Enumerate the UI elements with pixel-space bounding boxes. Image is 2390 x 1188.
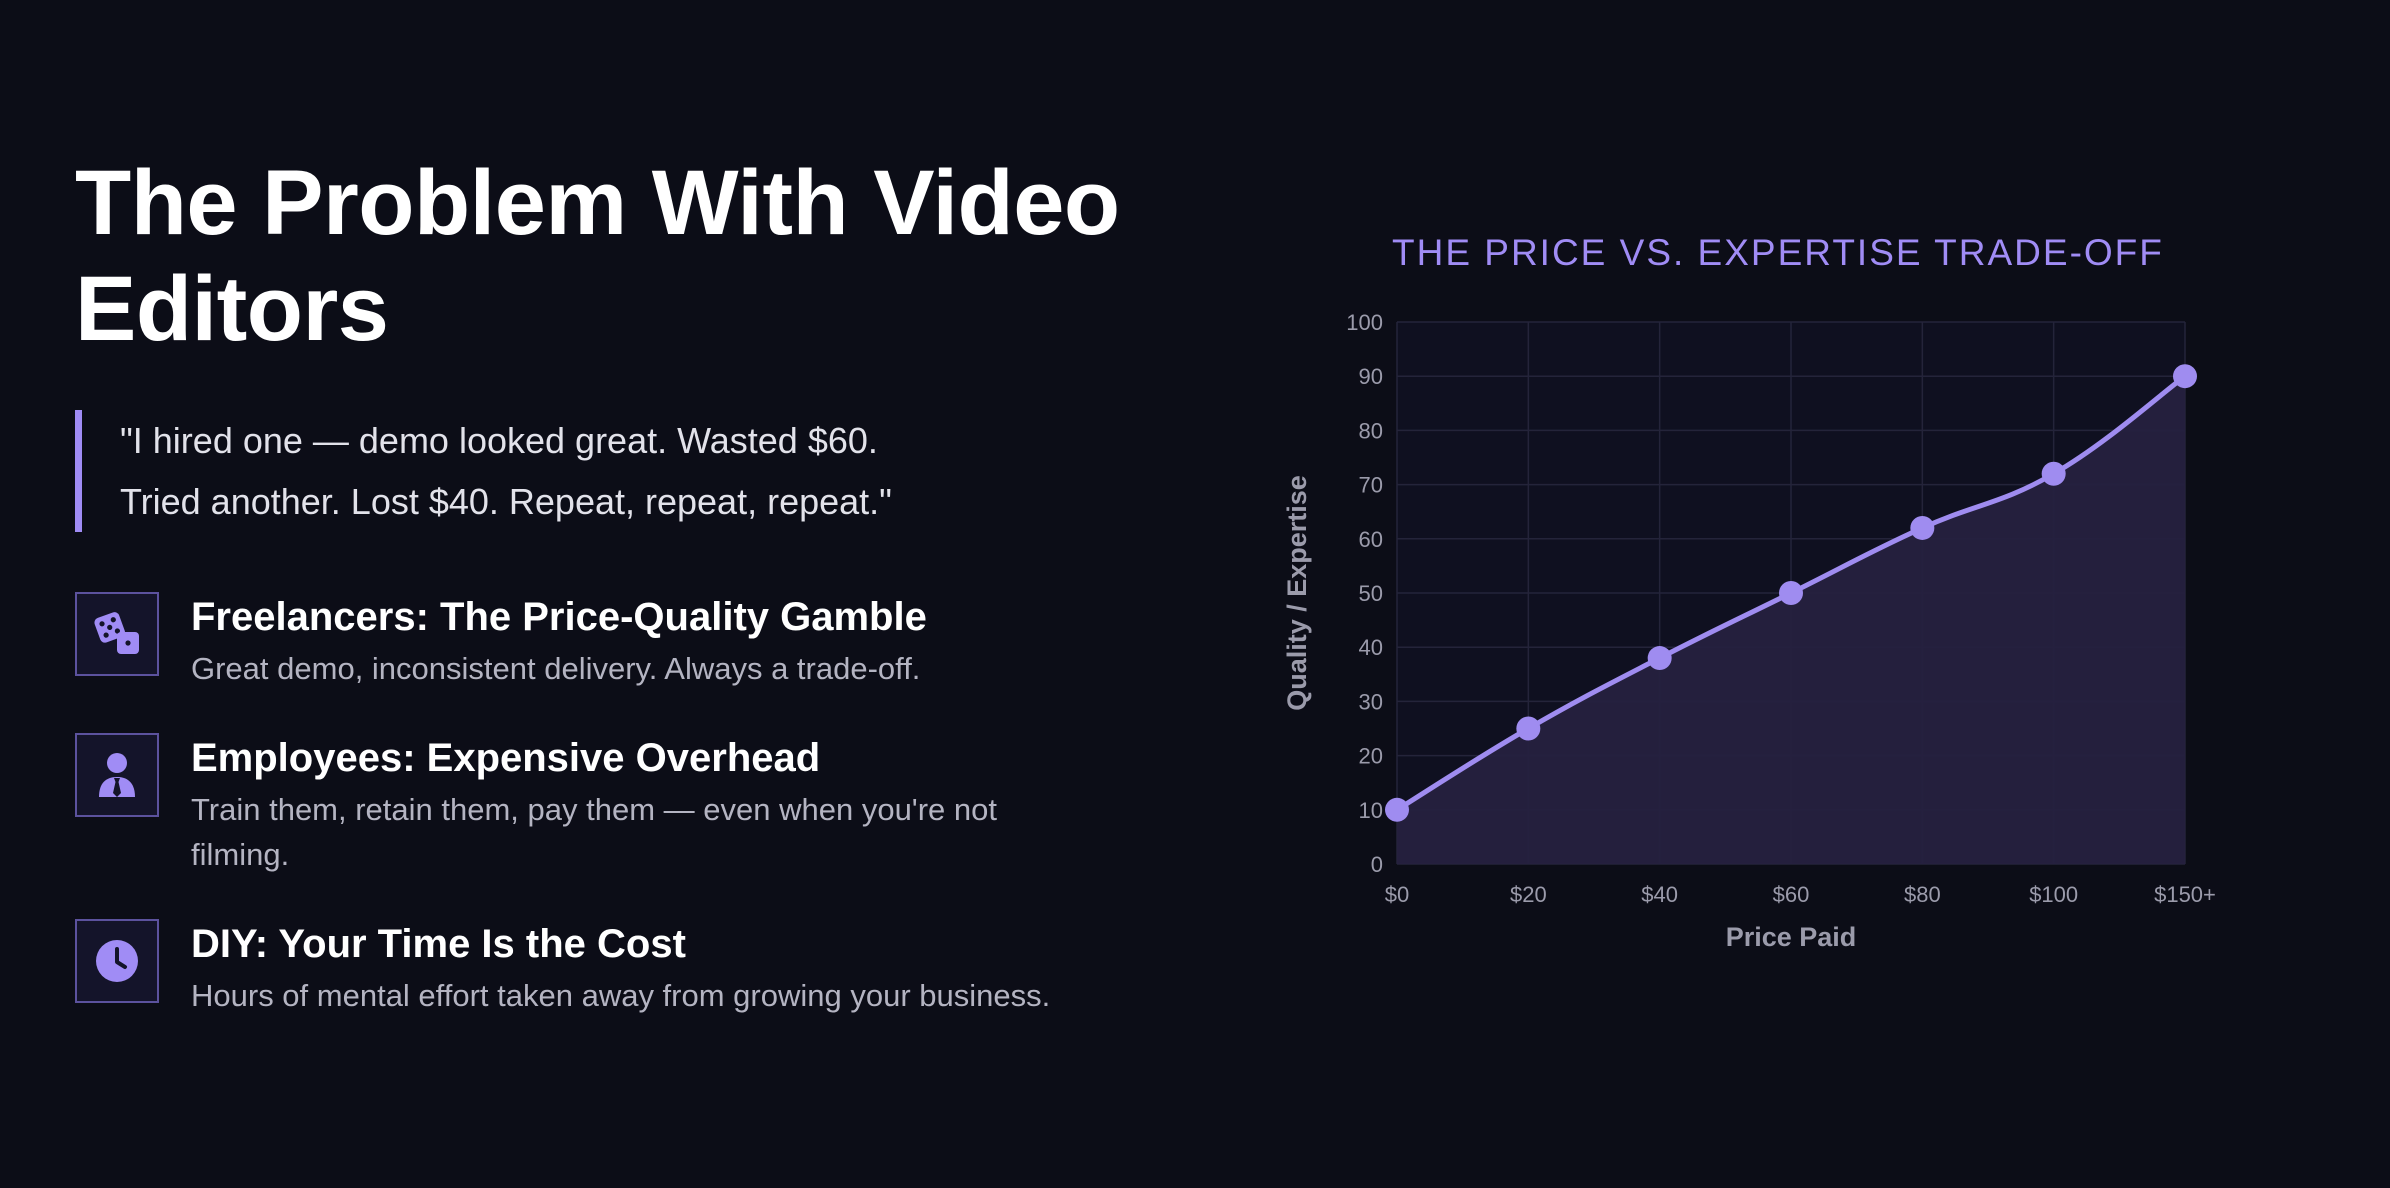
user-tie-icon: [75, 733, 159, 817]
problem-list: Freelancers: The Price-Quality Gamble Gr…: [75, 592, 1195, 1018]
y-tick-label: 40: [1359, 635, 1383, 660]
x-tick-label: $40: [1641, 882, 1678, 907]
item-title: DIY: Your Time Is the Cost: [191, 922, 686, 966]
y-tick-label: 20: [1359, 744, 1383, 769]
y-axis-title: Quality / Expertise: [1282, 475, 1312, 711]
y-tick-label: 0: [1371, 852, 1383, 877]
x-tick-label: $80: [1904, 882, 1941, 907]
price-expertise-chart: 0 10 20 30 40 50 60 70 80 90 100 $0 $20 $40 $60 $80 $100…: [1282, 310, 2216, 952]
data-point-1: [1516, 716, 1541, 741]
problem-item-employees: Employees: Expensive Overhead Train them…: [75, 733, 1195, 877]
item-description: Great demo, inconsistent delivery. Alway…: [191, 651, 921, 686]
quote-line-1: "I hired one — demo looked great. Wasted…: [120, 420, 878, 461]
y-tick-label: 100: [1346, 310, 1383, 335]
problem-item-freelancers: Freelancers: The Price-Quality Gamble Gr…: [75, 592, 1195, 691]
x-axis-title: Price Paid: [1726, 922, 1857, 952]
page-title: The Problem With Video Editors: [75, 152, 1120, 360]
item-description: Train them, retain them, pay them — even…: [191, 792, 997, 872]
clock-icon: [75, 919, 159, 1003]
testimonial-quote: "I hired one — demo looked great. Wasted…: [75, 410, 1080, 532]
data-point-2: [1647, 646, 1672, 671]
data-point-6: [2173, 364, 2197, 389]
dice-icon: [75, 592, 159, 676]
x-tick-label: $0: [1385, 882, 1409, 907]
y-tick-label: 50: [1359, 581, 1383, 606]
x-tick-label: $100: [2029, 882, 2078, 907]
quote-line-2: Tried another. Lost $40. Repeat, repeat,…: [120, 481, 892, 522]
data-point-3: [1779, 581, 1803, 605]
data-point-4: [1910, 515, 1935, 540]
item-title: Employees: Expensive Overhead: [191, 736, 821, 780]
x-tick-label: $20: [1510, 882, 1547, 907]
x-tick-label: $60: [1773, 882, 1810, 907]
data-point-5: [2041, 461, 2066, 486]
y-tick-label: 60: [1359, 527, 1383, 552]
problem-item-diy: DIY: Your Time Is the Cost Hours of ment…: [75, 919, 1195, 1018]
data-point-0: [1385, 797, 1409, 822]
chart-title: THE PRICE VS. EXPERTISE TRADE-OFF: [1392, 232, 2164, 273]
left-panel: The Problem With Video Editors "I hired …: [75, 150, 1195, 1060]
x-tick-label: $150+: [2154, 882, 2216, 907]
y-tick-label: 90: [1359, 364, 1383, 389]
item-title: Freelancers: The Price-Quality Gamble: [191, 595, 927, 639]
y-tick-label: 70: [1359, 473, 1383, 498]
y-tick-label: 30: [1359, 689, 1383, 714]
item-description: Hours of mental effort taken away from g…: [191, 978, 1051, 1013]
series-area: [1397, 376, 2185, 864]
y-tick-label: 10: [1359, 798, 1383, 823]
y-tick-label: 80: [1359, 418, 1383, 443]
